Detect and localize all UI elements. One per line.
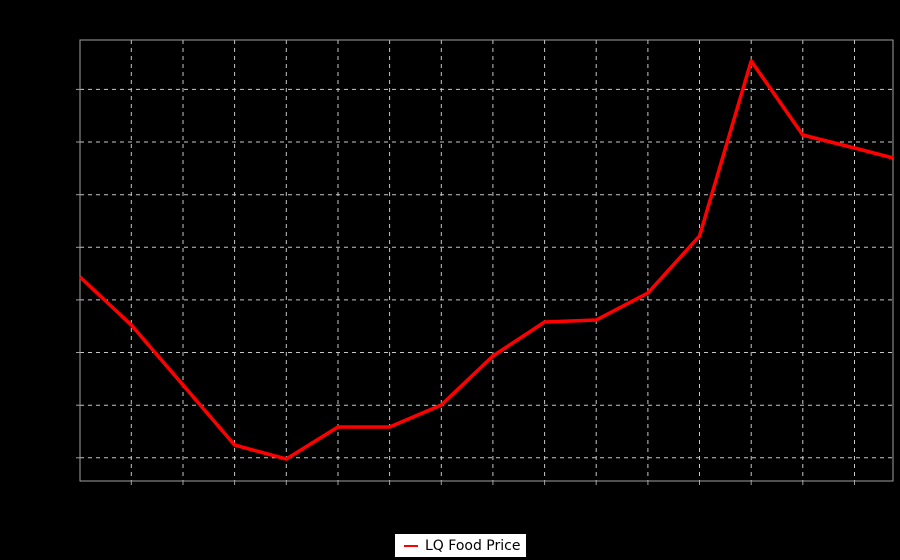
legend-red-line-swatch [404, 544, 418, 547]
legend: LQ Food Price [395, 534, 527, 557]
legend-label: LQ Food Price [425, 537, 521, 554]
plot-border [79, 39, 894, 482]
price-series-line [78, 59, 894, 461]
